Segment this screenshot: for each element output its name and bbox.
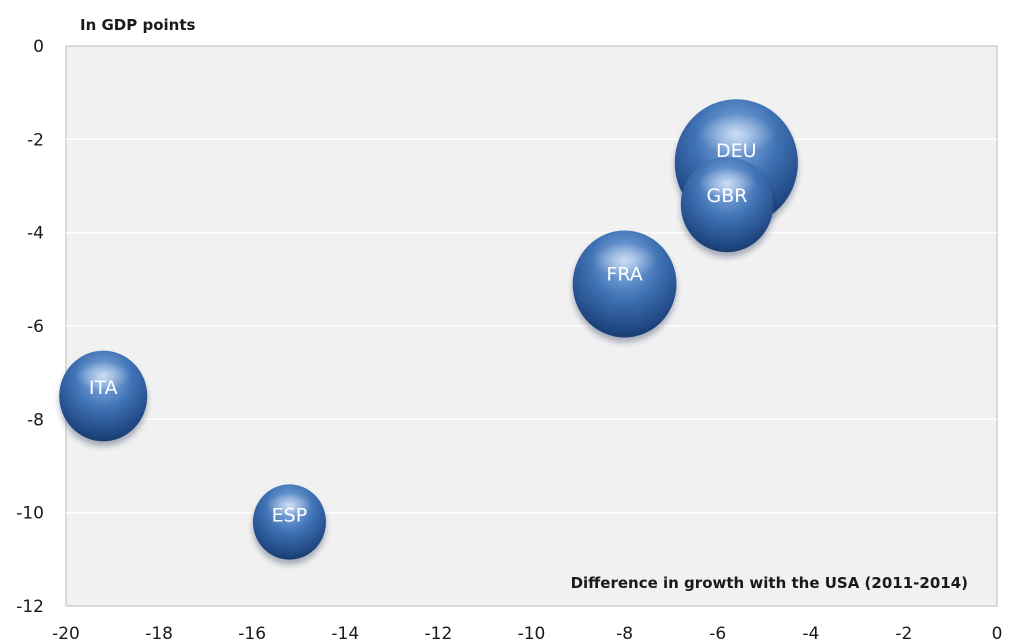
bubble-ita: ITA — [59, 350, 148, 442]
y-tick-label: 0 — [33, 37, 44, 57]
x-tick-label: -16 — [238, 624, 266, 644]
bubble-label: ITA — [89, 377, 118, 399]
bubble-highlight — [75, 361, 131, 391]
x-tick-label: -20 — [52, 624, 80, 644]
bubble-gbr: GBR — [680, 157, 774, 253]
bubble-esp: ESP — [252, 484, 326, 560]
y-axis-ticks: 0 -2 -4 -6 -8 -10 -12 — [16, 37, 44, 617]
bubbles: ITA ESP FRA DEU GBR — [59, 99, 798, 560]
y-axis-title: In GDP points — [80, 16, 195, 34]
bubble-label: DEU — [716, 140, 757, 162]
bubble-highlight — [592, 242, 657, 278]
y-tick-label: -6 — [27, 317, 44, 337]
y-tick-label: -12 — [16, 597, 44, 617]
x-axis-ticks: -20 -18 -16 -14 -12 -10 -8 -6 -4 -2 0 — [52, 624, 1002, 644]
x-tick-label: -8 — [616, 624, 633, 644]
bubble-label: ESP — [272, 504, 308, 526]
x-axis-title: Difference in growth with the USA (2011-… — [571, 574, 968, 592]
gridlines — [66, 138, 997, 514]
y-tick-label: -2 — [27, 130, 44, 150]
x-tick-label: -12 — [425, 624, 453, 644]
bubble-fra: FRA — [572, 230, 677, 338]
x-tick-label: -14 — [331, 624, 359, 644]
x-tick-label: -2 — [895, 624, 912, 644]
bubble-label: FRA — [606, 263, 642, 285]
x-tick-label: -10 — [518, 624, 546, 644]
y-tick-label: -10 — [16, 504, 44, 524]
bubble-highlight — [698, 168, 756, 199]
y-tick-label: -8 — [27, 410, 44, 430]
bubble-highlight — [698, 113, 775, 155]
bubble-highlight — [266, 493, 313, 518]
x-tick-label: -6 — [709, 624, 726, 644]
x-tick-label: -18 — [145, 624, 173, 644]
x-tick-label: 0 — [992, 624, 1003, 644]
y-tick-label: -4 — [27, 224, 44, 244]
bubble-label: GBR — [707, 185, 748, 207]
x-tick-label: -4 — [802, 624, 819, 644]
